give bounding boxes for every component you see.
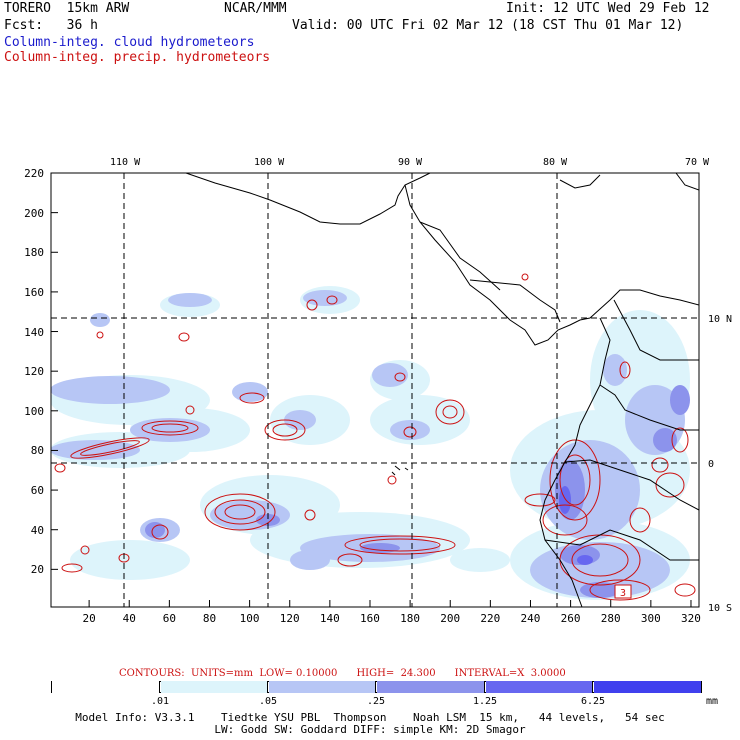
color-bar-label: .25 [366, 696, 386, 707]
x-tick-label: 240 [520, 612, 541, 625]
field-precip-label: Column-integ. precip. hydrometeors [4, 50, 271, 65]
x-tick-label: 20 [82, 612, 96, 625]
x-tick-label: 300 [640, 612, 661, 625]
color-bar-segment [161, 681, 268, 693]
org-label: NCAR/MMM [224, 1, 287, 16]
x-tick-label: 40 [122, 612, 136, 625]
color-bar-label: .05 [258, 696, 278, 707]
precip-contours [54, 273, 696, 601]
contour-value-label: 3 [620, 588, 626, 599]
y-tick-label: 120 [24, 365, 44, 379]
color-bar-label: 1.25 [472, 696, 498, 707]
y-tick-label: 60 [30, 484, 44, 498]
x-tick-label: 220 [480, 612, 501, 625]
x-tick-label: 60 [162, 612, 176, 625]
color-bar-segment [377, 681, 485, 693]
x-tick-label: 120 [279, 612, 300, 625]
y-tick-label: 100 [24, 404, 44, 418]
y-tick-label: 20 [30, 563, 44, 577]
color-bar-segment [486, 681, 593, 693]
lat-lon-grid [51, 173, 699, 607]
model-info-line2: LW: Godd SW: Goddard DIFF: simple KM: 2D… [214, 723, 526, 736]
forecast-hour: Fcst: 36 h [4, 18, 98, 33]
x-tick-label: 100 [239, 612, 260, 625]
field-cloud-label: Column-integ. cloud hydrometeors [4, 35, 255, 50]
latitude-label: 0 [708, 459, 715, 470]
y-tick-label: 200 [24, 206, 44, 220]
y-tick-label: 180 [24, 246, 44, 260]
longitude-label: 90 W [398, 157, 423, 168]
color-bar-units: mm [705, 696, 719, 707]
longitude-label: 70 W [685, 157, 710, 168]
map-fields [51, 173, 699, 607]
color-bar-label: .01 [150, 696, 170, 707]
x-tick-label: 160 [360, 612, 380, 625]
y-tick-label: 140 [24, 325, 44, 339]
x-tick-label: 320 [681, 612, 701, 625]
latitude-label: 10 S [708, 603, 733, 614]
valid-time: Valid: 00 UTC Fri 02 Mar 12 (18 CST Thu … [292, 18, 684, 33]
x-tick-label: 280 [600, 612, 621, 625]
color-bar-label: 6.25 [580, 696, 606, 707]
x-tick-label: 140 [319, 612, 340, 625]
longitude-label: 110 W [110, 157, 141, 168]
x-tick-label: 260 [560, 612, 581, 625]
x-tick-label: 80 [202, 612, 217, 625]
x-tick-label: 200 [440, 612, 461, 625]
model-title: TORERO 15km ARW [4, 1, 130, 16]
y-tick-label: 220 [24, 167, 44, 180]
axis-ticks [51, 172, 692, 607]
longitude-label: 80 W [543, 157, 568, 168]
model-info-line1: Model Info: V3.3.1 Tiedtke YSU PBL Thomp… [75, 711, 665, 724]
longitude-label: 100 W [254, 157, 285, 168]
latitude-label: 10 N [708, 314, 733, 325]
color-bar-segment [594, 681, 702, 693]
plot-frame [50, 172, 700, 608]
contour-value-box [614, 584, 632, 599]
y-tick-label: 80 [30, 444, 44, 458]
color-bar-segment [52, 681, 160, 693]
init-time: Init: 12 UTC Wed 29 Feb 12 [506, 1, 710, 16]
contour-info: CONTOURS: UNITS=mm LOW= 0.10000 HIGH= 24… [119, 668, 566, 679]
x-tick-label: 180 [400, 612, 421, 625]
color-bar-segment [269, 681, 376, 693]
y-tick-label: 160 [24, 285, 44, 299]
y-tick-label: 40 [30, 523, 44, 537]
